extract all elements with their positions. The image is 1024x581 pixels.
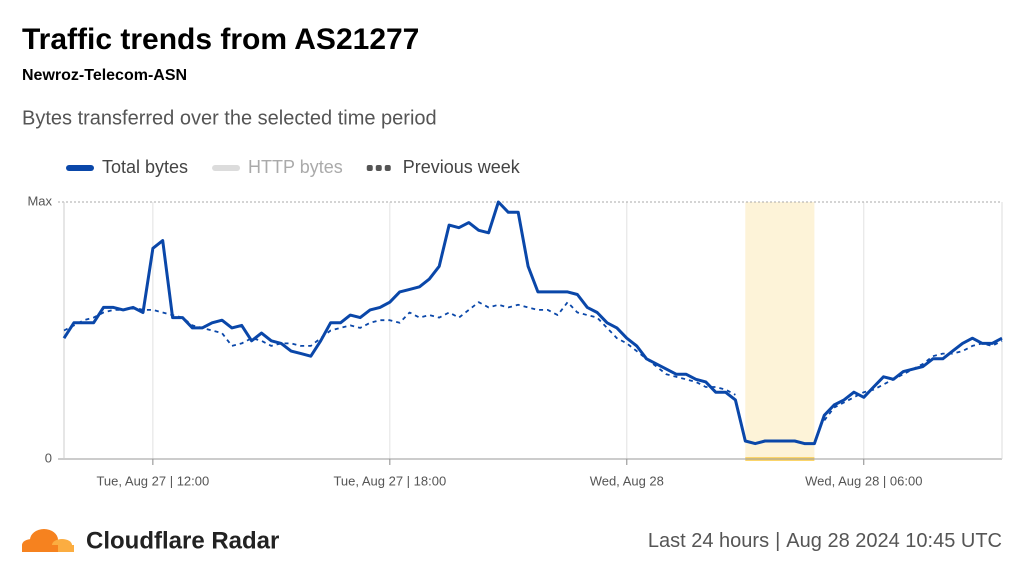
legend-swatch [66, 165, 94, 171]
chart-subtitle: Newroz-Telecom-ASN [22, 67, 187, 84]
highlight-band [745, 202, 815, 459]
legend-swatch [212, 165, 241, 171]
legend-label: Previous week [403, 157, 521, 177]
brand: Cloudflare Radar [86, 527, 279, 554]
legend-item[interactable]: Previous week [366, 157, 521, 177]
x-tick-label: Wed, Aug 28 | 06:00 [805, 473, 922, 488]
y-tick-label: Max [27, 193, 52, 208]
chart-title: Traffic trends from AS21277 [22, 23, 419, 56]
dashed-line [823, 339, 1003, 421]
separator: | [775, 530, 780, 552]
period: Last 24 hours [648, 530, 769, 552]
legend-label: Total bytes [102, 157, 188, 177]
legend-item[interactable]: HTTP bytes [212, 157, 343, 177]
timestamp: Aug 28 2024 10:45 UTC [786, 530, 1002, 552]
footer-info: Last 24 hours | Aug 28 2024 10:45 UTC [648, 530, 1002, 552]
legend-item[interactable]: Total bytes [66, 157, 188, 177]
legend-swatch [375, 165, 382, 171]
x-tick-label: Tue, Aug 27 | 12:00 [96, 473, 209, 488]
legend-label: HTTP bytes [248, 157, 343, 177]
x-tick-label: Wed, Aug 28 [590, 473, 664, 488]
logo [22, 529, 74, 552]
legend-swatch [384, 165, 391, 171]
legend-swatch [366, 165, 373, 171]
chart-description: Bytes transferred over the selected time… [22, 107, 437, 129]
y-tick-label: 0 [45, 450, 52, 465]
x-tick-label: Tue, Aug 27 | 18:00 [333, 473, 446, 488]
dashed-line [63, 301, 736, 396]
line [62, 200, 1003, 446]
